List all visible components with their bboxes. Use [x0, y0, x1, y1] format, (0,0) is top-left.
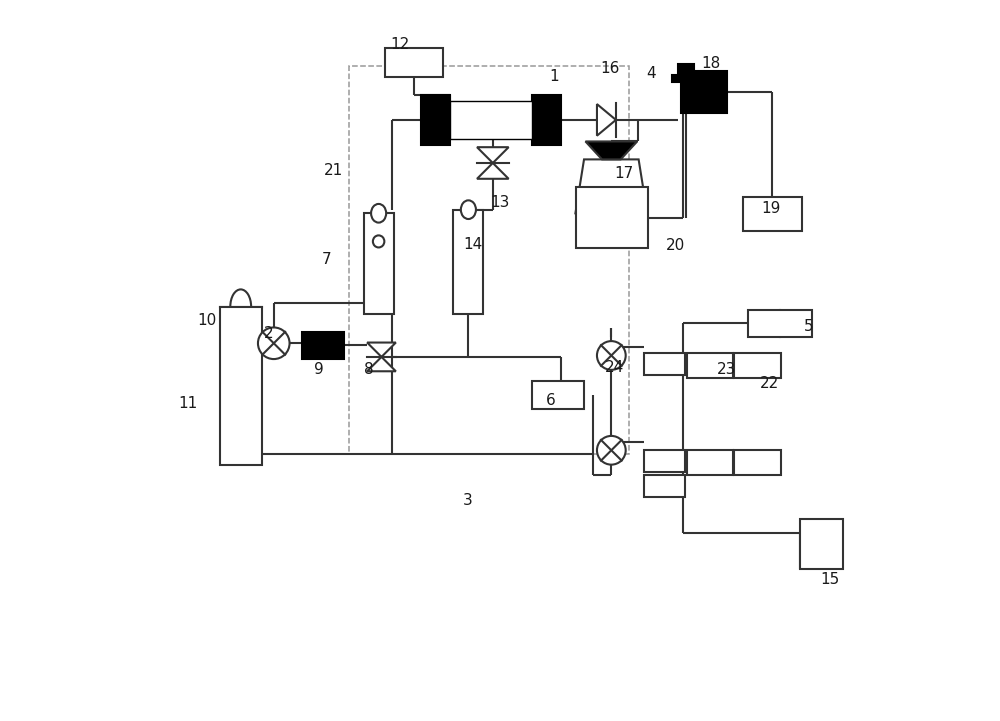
Text: 19: 19	[762, 200, 781, 216]
Text: 15: 15	[821, 572, 840, 587]
Text: 8: 8	[364, 363, 374, 377]
Polygon shape	[477, 147, 509, 163]
Bar	[681, 71, 727, 112]
Text: 13: 13	[490, 195, 510, 210]
Text: 6: 6	[545, 392, 555, 407]
Text: 4: 4	[646, 66, 656, 81]
Text: 17: 17	[614, 167, 633, 181]
Text: 1: 1	[549, 69, 559, 84]
Bar	[450, 100, 532, 139]
Text: 22: 22	[760, 376, 779, 391]
Bar	[687, 353, 733, 379]
Circle shape	[597, 341, 626, 370]
Bar	[349, 66, 629, 454]
Bar	[532, 381, 584, 410]
Bar	[644, 451, 685, 472]
Text: 18: 18	[701, 56, 720, 71]
Bar	[385, 48, 443, 77]
Text: 12: 12	[390, 37, 409, 52]
Text: 24: 24	[605, 360, 624, 375]
Polygon shape	[585, 141, 637, 159]
Bar	[687, 451, 733, 475]
Text: 5: 5	[804, 319, 814, 334]
Bar	[734, 451, 781, 475]
Circle shape	[258, 327, 290, 359]
Text: 11: 11	[178, 396, 197, 411]
Bar	[453, 210, 483, 314]
Text: 9: 9	[314, 363, 324, 377]
Bar	[644, 475, 685, 497]
Bar	[302, 332, 344, 359]
Polygon shape	[367, 357, 396, 371]
Text: 21: 21	[324, 163, 343, 177]
Bar	[748, 309, 812, 337]
Ellipse shape	[373, 235, 384, 247]
Text: 23: 23	[717, 362, 736, 376]
Circle shape	[597, 436, 626, 464]
Bar	[532, 94, 561, 145]
Polygon shape	[367, 342, 396, 357]
Polygon shape	[477, 163, 509, 179]
Bar	[421, 94, 450, 145]
Text: 2: 2	[264, 326, 274, 341]
Text: 14: 14	[463, 236, 482, 252]
Text: 7: 7	[321, 252, 331, 267]
Bar	[743, 197, 802, 231]
Text: 3: 3	[463, 493, 473, 508]
Ellipse shape	[371, 204, 386, 223]
Text: 20: 20	[666, 238, 686, 253]
Bar	[678, 64, 694, 77]
Bar	[576, 187, 648, 249]
Bar	[644, 353, 685, 375]
Bar	[220, 306, 262, 464]
Text: 16: 16	[600, 61, 620, 76]
Polygon shape	[575, 159, 647, 213]
Polygon shape	[597, 104, 616, 136]
Bar	[672, 75, 700, 81]
Ellipse shape	[461, 200, 476, 219]
Bar	[734, 353, 781, 379]
Text: 10: 10	[197, 314, 217, 329]
Bar	[364, 213, 394, 314]
Bar	[800, 518, 843, 569]
